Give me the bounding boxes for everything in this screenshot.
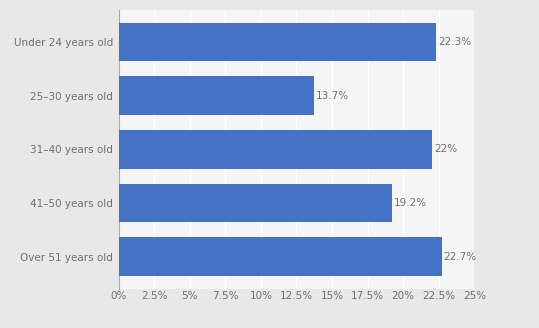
Bar [119,237,441,276]
Text: 22.7%: 22.7% [444,252,477,262]
Text: 22.3%: 22.3% [438,37,471,47]
Text: 22%: 22% [434,144,457,154]
Bar [119,23,436,61]
Text: 19.2%: 19.2% [394,198,427,208]
Bar [119,184,392,222]
Bar [119,130,432,169]
Text: 13.7%: 13.7% [316,91,349,101]
Bar [119,76,314,115]
